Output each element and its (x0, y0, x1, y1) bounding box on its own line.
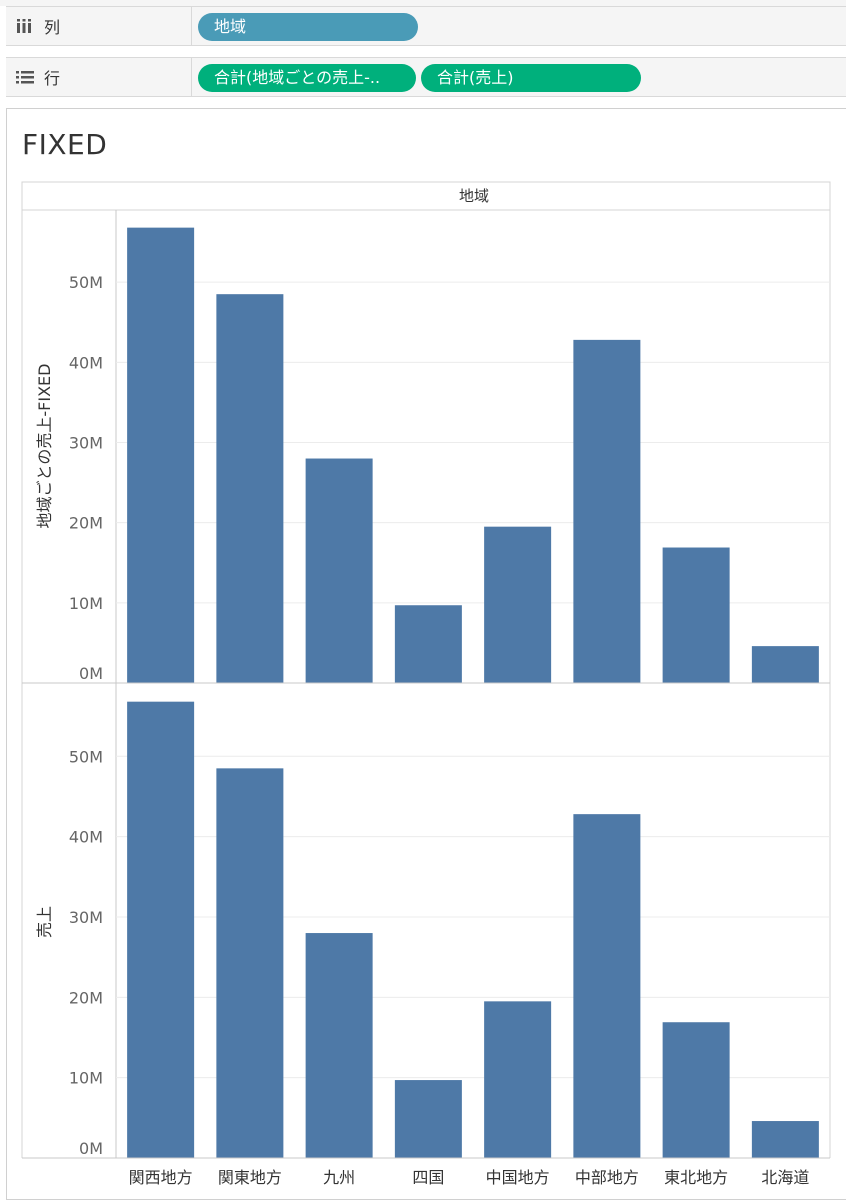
y-tick-label: 20M (69, 988, 103, 1007)
bar-sales-4 (484, 1001, 552, 1158)
bar-fixed-1 (216, 294, 284, 683)
y-axis-title: 売上 (35, 906, 54, 938)
rows-shelf-label: 行 (6, 58, 192, 96)
y-tick-label: 0M (79, 664, 103, 683)
x-category-label: 中国地方 (486, 1168, 550, 1187)
y-tick-label: 50M (69, 273, 103, 292)
column-header-label: 地域 (459, 187, 489, 205)
columns-shelf-text: 列 (44, 18, 61, 37)
y-tick-label: 50M (69, 747, 103, 766)
columns-shelf[interactable]: 列 地域 (6, 6, 846, 46)
bar-sales-3 (394, 1080, 462, 1158)
x-category-label: 九州 (323, 1168, 355, 1187)
y-tick-label: 30M (69, 908, 103, 927)
y-tick-label: 40M (69, 353, 103, 372)
y-tick-label: 0M (79, 1139, 103, 1158)
columns-pill-region[interactable]: 地域 (198, 13, 418, 41)
bar-fixed-4 (484, 526, 552, 683)
top-strip (0, 0, 846, 6)
sheet-title: FIXED (22, 128, 108, 161)
columns-shelf-label: 列 (6, 7, 192, 45)
y-tick-label: 20M (69, 514, 103, 533)
y-axis-title: 地域ごとの売上-FIXED (35, 364, 54, 529)
bar-fixed-2 (305, 458, 373, 683)
y-tick-label: 10M (69, 1069, 103, 1088)
x-category-label: 中部地方 (575, 1168, 639, 1187)
bar-sales-2 (305, 933, 373, 1158)
rows-shelf-text: 行 (44, 69, 61, 88)
column-header-box (21, 181, 831, 211)
bar-fixed-6 (662, 547, 730, 683)
bar-sales-1 (216, 768, 284, 1158)
bar-fixed-7 (751, 646, 819, 683)
x-category-label: 北海道 (761, 1168, 809, 1187)
x-category-label: 四国 (412, 1168, 444, 1187)
y-tick-label: 10M (69, 594, 103, 613)
x-category-label: 関東地方 (218, 1168, 282, 1187)
rows-pill-sales[interactable]: 合計(売上) (421, 64, 641, 92)
rows-shelf[interactable]: 行 合計(地域ごとの売上-.. 合計(売上) (6, 57, 846, 97)
x-category-label: 関西地方 (129, 1168, 193, 1187)
rows-icon (16, 70, 34, 84)
bar-sales-6 (662, 1022, 730, 1158)
bar-sales-5 (573, 814, 641, 1158)
y-tick-label: 40M (69, 828, 103, 847)
x-category-label: 東北地方 (664, 1168, 728, 1187)
y-tick-label: 30M (69, 433, 103, 452)
rows-pill-fixed-sales[interactable]: 合計(地域ごとの売上-.. (198, 64, 416, 92)
columns-icon (16, 19, 34, 33)
bar-fixed-0 (127, 227, 195, 684)
bar-sales-7 (751, 1121, 819, 1158)
bar-fixed-3 (394, 605, 462, 683)
bar-sales-0 (127, 701, 195, 1158)
bar-fixed-5 (573, 339, 641, 683)
